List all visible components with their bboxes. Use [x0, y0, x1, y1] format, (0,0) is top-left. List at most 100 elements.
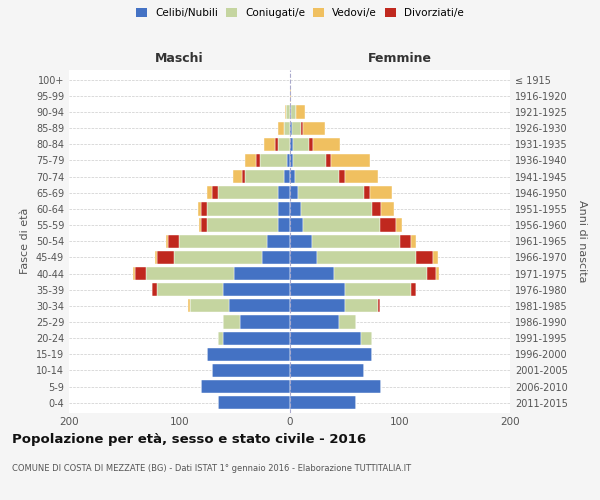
Bar [207, 202, 278, 215]
Bar [240, 316, 290, 328]
Bar [290, 316, 339, 328]
Bar [290, 283, 344, 296]
Bar [400, 234, 411, 248]
Bar [199, 218, 202, 232]
Bar [378, 299, 380, 312]
Bar [290, 396, 356, 409]
Bar [155, 251, 157, 264]
Y-axis label: Fasce di età: Fasce di età [20, 208, 30, 274]
Bar [278, 218, 290, 232]
Bar [290, 138, 293, 151]
Bar [411, 234, 416, 248]
Bar [218, 396, 290, 409]
Bar [290, 170, 295, 183]
Text: Maschi: Maschi [155, 52, 203, 65]
Bar [339, 316, 356, 328]
Bar [290, 202, 301, 215]
Bar [152, 283, 157, 296]
Bar [290, 380, 381, 394]
Bar [268, 234, 290, 248]
Text: COMUNE DI COSTA DI MEZZATE (BG) - Dati ISTAT 1° gennaio 2016 - Elaborazione TUTT: COMUNE DI COSTA DI MEZZATE (BG) - Dati I… [12, 464, 411, 473]
Bar [275, 138, 278, 151]
Bar [207, 218, 278, 232]
Bar [310, 138, 313, 151]
Bar [301, 122, 303, 135]
Bar [292, 122, 301, 135]
Bar [287, 154, 290, 167]
Bar [416, 251, 433, 264]
Bar [245, 154, 256, 167]
Bar [168, 234, 179, 248]
Bar [133, 267, 135, 280]
Bar [166, 234, 168, 248]
Bar [212, 364, 290, 377]
Bar [290, 154, 293, 167]
Bar [223, 332, 290, 345]
Bar [433, 251, 439, 264]
Bar [295, 170, 339, 183]
Bar [344, 283, 411, 296]
Bar [364, 186, 370, 200]
Bar [293, 138, 310, 151]
Bar [436, 267, 439, 280]
Bar [286, 106, 290, 118]
Bar [290, 106, 296, 118]
Bar [331, 154, 370, 167]
Bar [262, 251, 290, 264]
Bar [301, 202, 372, 215]
Bar [285, 106, 286, 118]
Bar [290, 122, 292, 135]
Bar [146, 267, 235, 280]
Bar [278, 186, 290, 200]
Bar [284, 170, 290, 183]
Bar [202, 202, 207, 215]
Bar [317, 251, 416, 264]
Bar [339, 170, 344, 183]
Bar [290, 267, 334, 280]
Bar [207, 348, 290, 361]
Bar [293, 154, 326, 167]
Bar [290, 186, 298, 200]
Bar [202, 218, 207, 232]
Bar [380, 218, 397, 232]
Bar [290, 299, 344, 312]
Bar [242, 170, 245, 183]
Bar [334, 267, 427, 280]
Bar [202, 380, 290, 394]
Bar [188, 299, 190, 312]
Bar [278, 202, 290, 215]
Bar [218, 186, 278, 200]
Bar [411, 283, 416, 296]
Bar [235, 267, 290, 280]
Text: Popolazione per età, sesso e stato civile - 2016: Popolazione per età, sesso e stato civil… [12, 432, 366, 446]
Bar [157, 283, 223, 296]
Bar [427, 267, 436, 280]
Bar [284, 122, 290, 135]
Bar [278, 122, 284, 135]
Bar [207, 186, 212, 200]
Bar [313, 138, 340, 151]
Bar [278, 138, 290, 151]
Bar [218, 332, 223, 345]
Bar [174, 251, 262, 264]
Text: Femmine: Femmine [368, 52, 432, 65]
Bar [381, 202, 394, 215]
Bar [290, 234, 311, 248]
Bar [344, 299, 378, 312]
Bar [370, 186, 392, 200]
Bar [290, 251, 317, 264]
Bar [361, 332, 372, 345]
Bar [233, 170, 242, 183]
Bar [256, 154, 260, 167]
Bar [157, 251, 174, 264]
Bar [397, 218, 402, 232]
Bar [290, 218, 303, 232]
Bar [290, 364, 364, 377]
Bar [290, 332, 361, 345]
Bar [303, 122, 325, 135]
Bar [372, 202, 381, 215]
Bar [245, 170, 284, 183]
Legend: Celibi/Nubili, Coniugati/e, Vedovi/e, Divorziati/e: Celibi/Nubili, Coniugati/e, Vedovi/e, Di… [133, 5, 467, 21]
Bar [135, 267, 146, 280]
Bar [223, 316, 240, 328]
